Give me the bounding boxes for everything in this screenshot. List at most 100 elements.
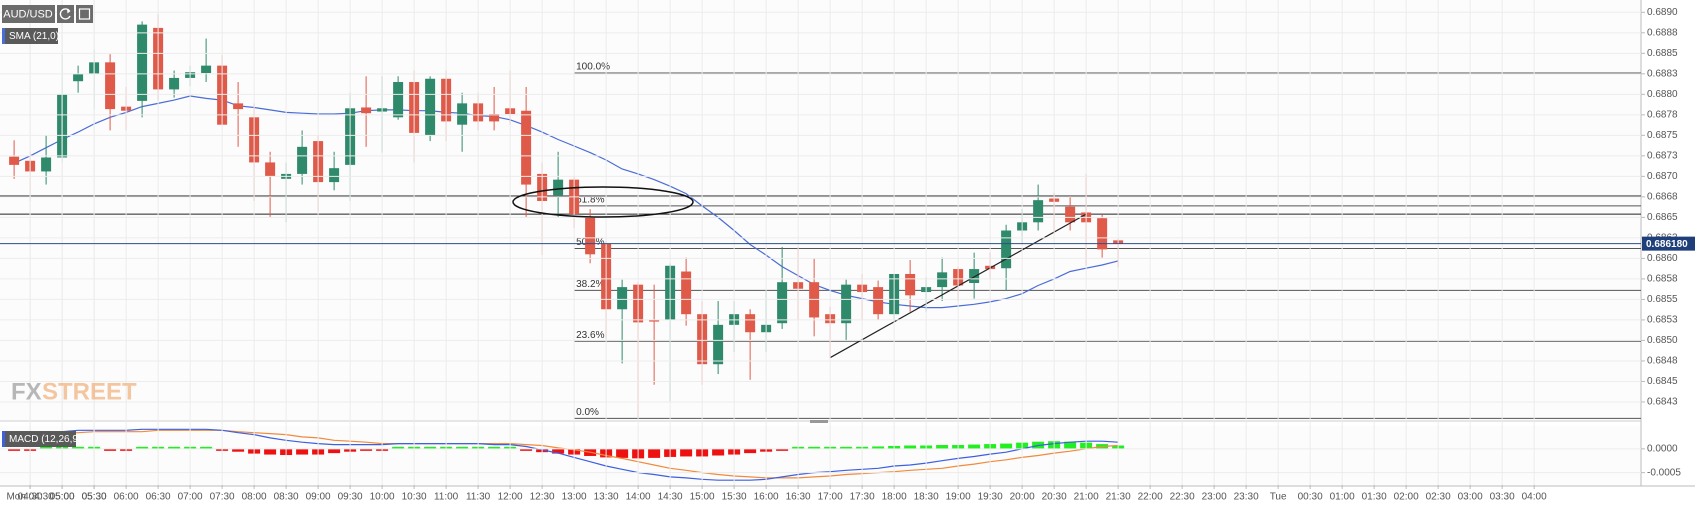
x-tick-label: 12:30	[530, 492, 555, 503]
x-tick-label: 05:00	[50, 492, 75, 503]
y-tick-label: 0.6870	[1647, 171, 1678, 182]
x-tick-label: 19:00	[946, 492, 971, 503]
x-tick-label: 15:30	[722, 492, 747, 503]
sma-legend-swatch	[2, 28, 5, 44]
x-tick-label: 10:00	[370, 492, 395, 503]
last-price-box	[1642, 236, 1695, 251]
macd-histogram-bar	[776, 448, 789, 451]
macd-histogram-bar	[168, 446, 181, 449]
candle-body	[489, 114, 500, 122]
candle-body	[1033, 200, 1044, 223]
x-tick-label: 09:30	[338, 492, 363, 503]
macd-histogram-bar	[488, 446, 501, 449]
candle-body	[233, 103, 244, 110]
x-tick-label: 21:00	[1074, 492, 1099, 503]
macd-histogram-bar	[1064, 441, 1077, 449]
y-tick-label: 0.6850	[1647, 335, 1678, 346]
y-tick-label: 0.6860	[1647, 253, 1678, 264]
x-tick-label: 00:30	[1298, 492, 1323, 503]
watermark-street: STREET	[42, 378, 137, 405]
symbol-toolbar: AUD/USD SMA (21,0)	[2, 5, 93, 44]
refresh-icon	[59, 8, 71, 20]
sma-legend-box[interactable]	[2, 28, 58, 44]
macd-histogram-bar	[840, 446, 853, 449]
fib-level-label: 23.6%	[576, 330, 604, 341]
x-tick-label: 16:00	[754, 492, 779, 503]
candle-body	[1065, 206, 1076, 223]
candle-body	[777, 282, 788, 324]
candle-body	[681, 271, 692, 315]
x-tick-label: 14:30	[658, 492, 683, 503]
y-tick-label: 0.6848	[1647, 356, 1678, 367]
candle-body	[137, 24, 148, 101]
x-tick-label: 08:00	[242, 492, 267, 503]
macd-histogram-bar	[936, 445, 949, 449]
settings-button[interactable]	[76, 5, 93, 23]
candle-body	[361, 107, 372, 114]
x-tick-label: 23:00	[1202, 492, 1227, 503]
macd-histogram-bar	[40, 446, 53, 449]
candle-body	[905, 273, 916, 296]
x-tick-label: 18:00	[882, 492, 907, 503]
x-tick-label: 02:30	[1426, 492, 1451, 503]
candle-body	[521, 110, 532, 185]
candle-body	[457, 103, 468, 125]
refresh-arrow	[67, 9, 71, 14]
x-tick-label: 18:30	[914, 492, 939, 503]
macd-histogram-bar	[968, 444, 981, 449]
y-tick-label: 0.6885	[1647, 48, 1678, 59]
candle-body	[425, 78, 436, 136]
macd-histogram-bar	[360, 448, 373, 451]
x-tick-label: 12:00	[498, 492, 523, 503]
x-tick-label: 14:00	[626, 492, 651, 503]
x-tick-label: 20:00	[1010, 492, 1035, 503]
x-tick-label: 03:00	[1458, 492, 1483, 503]
candle-body	[265, 162, 276, 177]
watermark-fx: FX	[11, 378, 42, 405]
y-tick-label: 0.6873	[1647, 151, 1678, 162]
x-tick-label: 19:30	[978, 492, 1003, 503]
y-tick-label: 0.6855	[1647, 294, 1678, 305]
candle-body	[169, 77, 180, 90]
x-tick-label: 05:30	[82, 492, 107, 503]
macd-legend-box[interactable]	[2, 431, 76, 447]
x-tick-label: 11:30	[466, 492, 491, 503]
candle-body	[841, 284, 852, 324]
candle-body	[329, 168, 340, 183]
macd-pane	[0, 426, 1641, 485]
macd-histogram-bar	[904, 445, 917, 449]
y-tick-label: 0.6865	[1647, 212, 1678, 223]
x-tick-label: 04:00	[1522, 492, 1547, 503]
macd-histogram-bar	[520, 448, 533, 451]
refresh-button[interactable]	[57, 5, 74, 23]
x-tick-label: 09:00	[306, 492, 331, 503]
candle-body	[73, 73, 84, 82]
symbol-box[interactable]	[2, 5, 55, 23]
macd-histogram-bar	[424, 446, 437, 449]
x-tick-label: 13:00	[562, 492, 587, 503]
annotation-ellipse	[512, 186, 694, 218]
macd-histogram-bar	[392, 446, 405, 449]
x-tick-label: Tue	[1270, 492, 1287, 503]
candle-body	[873, 287, 884, 315]
candle-body	[41, 157, 52, 172]
macd-histogram-bar	[200, 446, 213, 449]
macd-line	[14, 428, 1119, 481]
x-tick-label: 05:30	[82, 492, 107, 503]
x-tick-label: 16:30	[786, 492, 811, 503]
y-tick-label: 0.6880	[1647, 89, 1678, 100]
candle-body	[553, 179, 564, 196]
macd-legend-swatch	[2, 431, 5, 447]
macd-histogram-bar	[136, 446, 149, 449]
x-tick-label: 23:30	[1234, 492, 1259, 503]
y-tick-label: 0.6868	[1647, 192, 1678, 203]
macd-y-tick-label: 0.0000	[1647, 443, 1678, 454]
x-tick-label: 01:30	[1362, 492, 1387, 503]
y-tick-label: 0.6845	[1647, 376, 1678, 387]
x-tick-label: 21:30	[1106, 492, 1131, 503]
candle-body	[1001, 230, 1012, 269]
candle-body	[105, 62, 116, 110]
y-tick-label: 0.6888	[1647, 27, 1678, 38]
fib-level-label: 61.8%	[576, 195, 604, 206]
